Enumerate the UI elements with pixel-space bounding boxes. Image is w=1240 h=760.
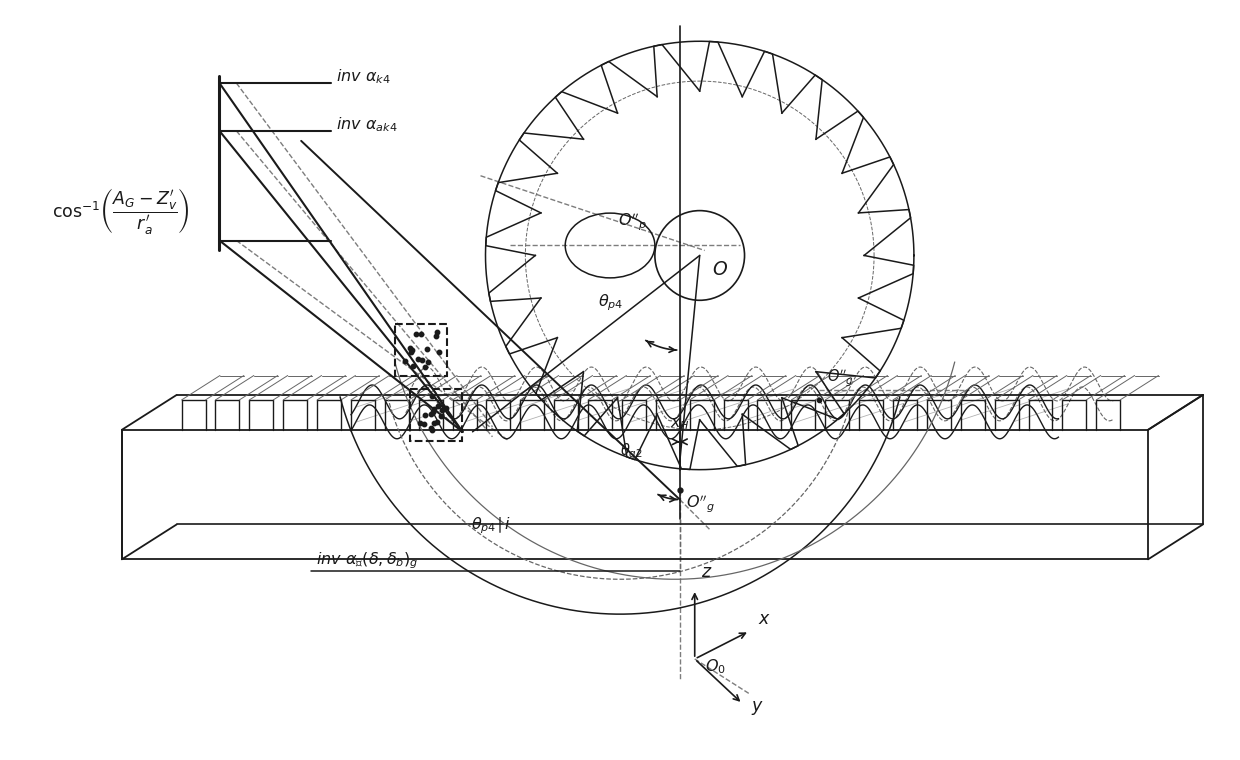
Text: $z$: $z$ xyxy=(701,563,712,581)
Text: $y$: $y$ xyxy=(750,698,764,717)
Text: $x_H$: $x_H$ xyxy=(670,416,689,432)
Text: $O_0$: $O_0$ xyxy=(704,657,725,676)
Text: $O''_p$: $O''_p$ xyxy=(618,211,647,233)
Text: $inv\ \alpha_{k4}$: $inv\ \alpha_{k4}$ xyxy=(336,68,391,87)
Text: $\theta_{p4}\!\mid\! i$: $\theta_{p4}\!\mid\! i$ xyxy=(470,515,511,536)
Text: $\theta_{p4}$: $\theta_{p4}$ xyxy=(598,292,624,312)
Text: $\cos^{-1}\!\left(\dfrac{A_G - Z_v^\prime}{r_a^\prime}\right)$: $\cos^{-1}\!\left(\dfrac{A_G - Z_v^\prim… xyxy=(52,185,190,236)
Text: $inv\ \alpha_{\mathrm{球}}(\delta,\delta_b)_g$: $inv\ \alpha_{\mathrm{球}}(\delta,\delta_… xyxy=(316,550,419,571)
Text: $x$: $x$ xyxy=(759,610,771,628)
Text: $O''_g$: $O''_g$ xyxy=(686,492,715,515)
Text: $inv\ \alpha_{ak4}$: $inv\ \alpha_{ak4}$ xyxy=(336,116,398,135)
Text: $O''_g$: $O''_g$ xyxy=(827,368,854,388)
Text: $O$: $O$ xyxy=(712,261,728,280)
Text: $\theta_{g2}$: $\theta_{g2}$ xyxy=(620,442,642,462)
